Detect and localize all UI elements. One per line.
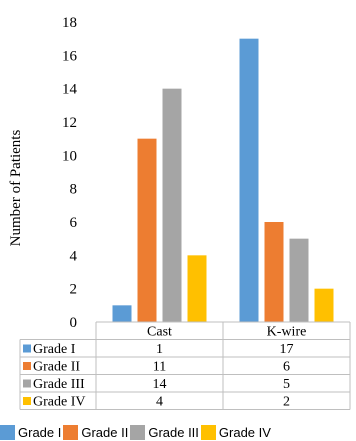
chart-legend: Grade I Grade II Grade III Grade IV xyxy=(0,424,356,441)
legend-item: Grade III xyxy=(130,425,199,440)
y-tick-label: 8 xyxy=(70,182,78,198)
y-tick-label: 18 xyxy=(62,15,77,31)
y-tick-label: 2 xyxy=(70,282,78,298)
table-cell: 6 xyxy=(283,360,290,375)
legend-swatch xyxy=(130,425,146,440)
legend-swatch xyxy=(63,425,79,440)
y-axis-ticks: 0 2 4 6 8 10 12 14 16 18 xyxy=(62,15,78,331)
table-cell: 11 xyxy=(153,360,166,375)
y-tick-label: 10 xyxy=(62,148,77,164)
bar-grade-iii-k-wire xyxy=(289,238,309,322)
table-cell: 2 xyxy=(283,395,290,410)
y-tick-label: 14 xyxy=(62,82,78,98)
legend-item: Grade I xyxy=(0,425,61,440)
table-cell: 14 xyxy=(153,377,167,392)
y-tick-label: 12 xyxy=(62,115,77,131)
table-row-label: Grade I xyxy=(33,342,76,357)
table-row-label: Grade IV xyxy=(33,395,85,410)
legend-label: Grade I xyxy=(18,425,62,440)
bars xyxy=(112,38,334,323)
y-tick-label: 0 xyxy=(70,315,78,331)
table-cell: 1 xyxy=(156,342,163,357)
y-axis-label: Number of Patients xyxy=(8,130,24,247)
legend-label: Grade III xyxy=(148,425,199,440)
y-tick-label: 4 xyxy=(70,248,78,264)
table-row-label: Grade III xyxy=(33,377,85,392)
table-cell: 17 xyxy=(280,342,294,357)
bar-grade-i-k-wire xyxy=(239,38,259,323)
bar-grade-iii-cast xyxy=(162,88,182,323)
legend-label: Grade II xyxy=(81,425,129,440)
table-legend-key xyxy=(23,362,31,370)
table-legend-key xyxy=(23,344,31,353)
table-category-header: Cast xyxy=(147,325,172,340)
table-cell: 5 xyxy=(283,377,290,392)
table-category-header: K-wire xyxy=(267,325,307,340)
legend-item: Grade IV xyxy=(200,425,271,440)
table-legend-key xyxy=(23,379,31,388)
bar-grade-iv-k-wire xyxy=(314,288,334,322)
legend-swatch xyxy=(0,425,15,440)
bar-grade-iv-cast xyxy=(187,255,207,322)
table-legend-key xyxy=(23,397,31,405)
y-tick-label: 6 xyxy=(70,215,78,231)
y-tick-label: 16 xyxy=(62,48,78,64)
bar-grade-ii-k-wire xyxy=(264,222,284,322)
table-cell: 4 xyxy=(156,395,163,410)
legend-swatch xyxy=(200,425,216,440)
bar-grade-i-cast xyxy=(112,305,132,322)
bar-grade-ii-cast xyxy=(137,138,157,322)
legend-item: Grade II xyxy=(63,425,128,440)
legend-label: Grade IV xyxy=(218,425,271,440)
table-row-label: Grade II xyxy=(33,360,80,375)
data-table: Cast K-wire Grade I 1 17 Grade II 11 6 Grade III… xyxy=(19,321,351,410)
